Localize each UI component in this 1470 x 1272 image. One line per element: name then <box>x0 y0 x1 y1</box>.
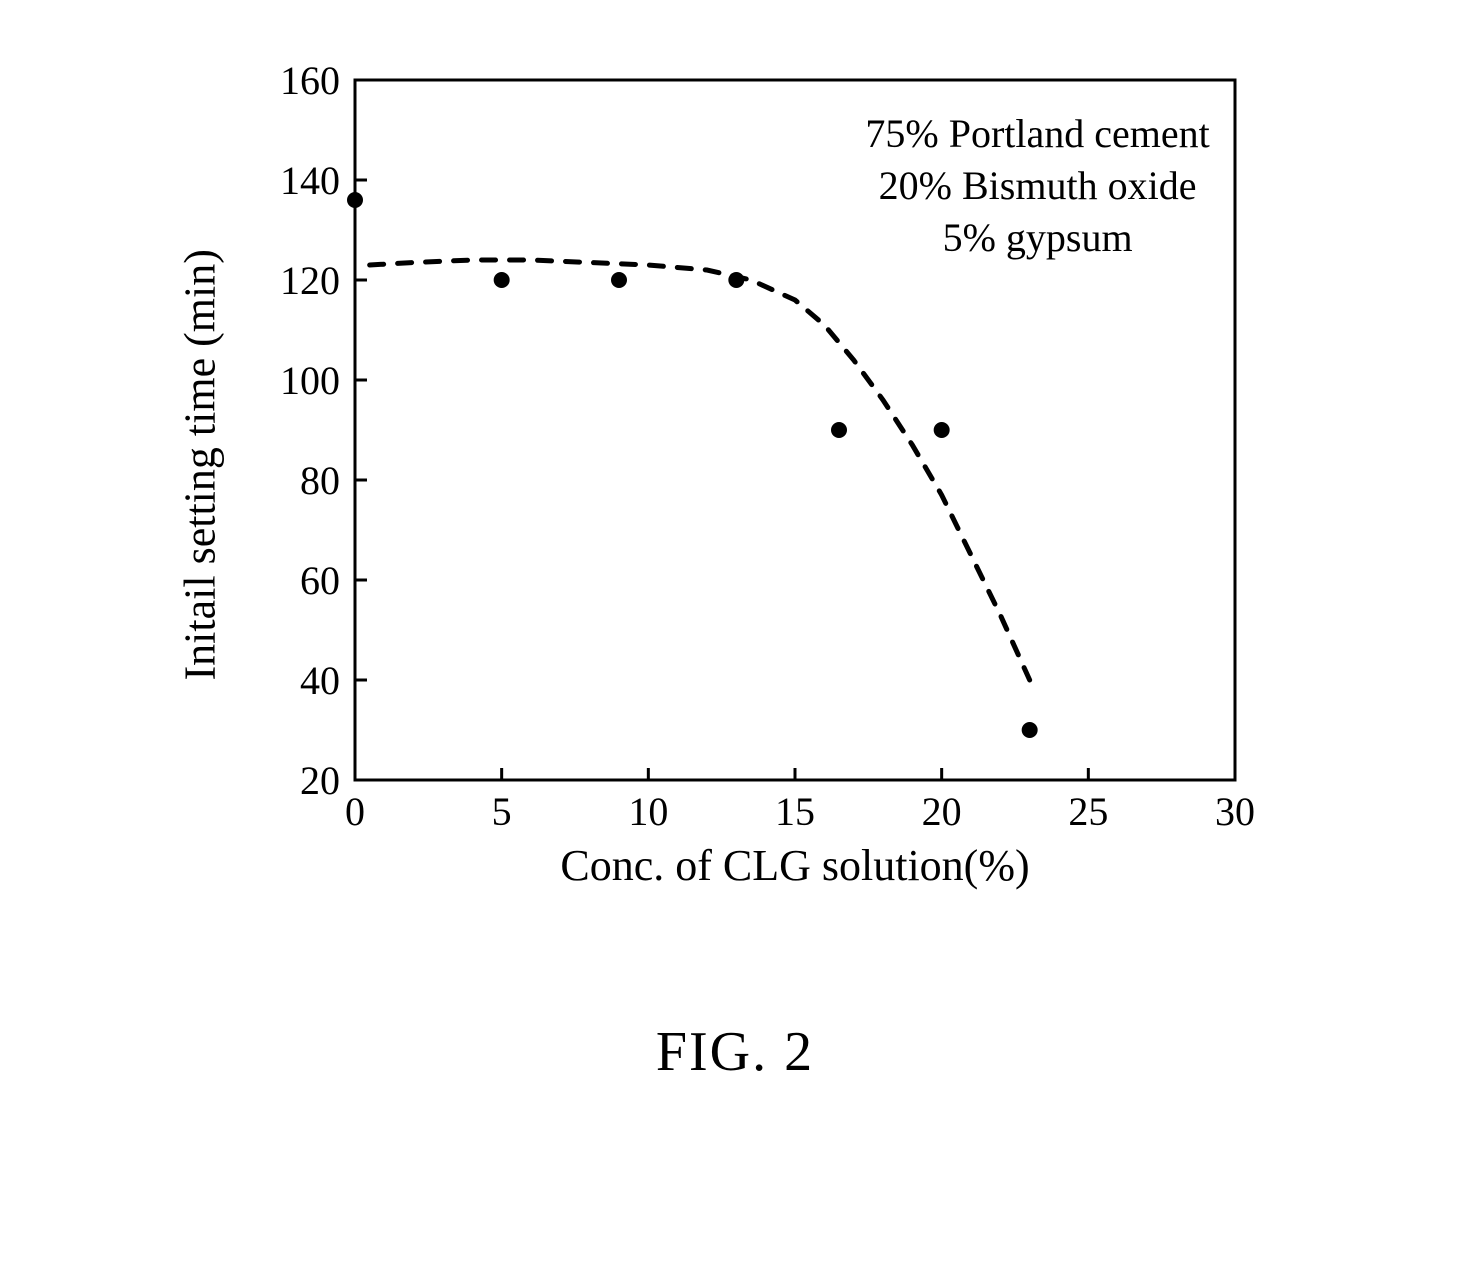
x-tick-label: 25 <box>1068 789 1108 834</box>
y-tick-label: 60 <box>300 558 340 603</box>
y-tick-label: 160 <box>280 58 340 103</box>
annotation-line: 75% Portland cement <box>865 108 1209 160</box>
y-tick-label: 140 <box>280 158 340 203</box>
data-point <box>494 272 510 288</box>
data-point <box>728 272 744 288</box>
data-point <box>831 422 847 438</box>
x-tick-label: 20 <box>922 789 962 834</box>
x-tick-label: 10 <box>628 789 668 834</box>
annotation-line: 5% gypsum <box>865 212 1209 264</box>
y-axis-label: Initail setting time (min) <box>175 181 226 681</box>
figure-container: 0 5 10 15 20 25 30 20 40 60 80 100 120 140 160 Initail… <box>40 40 1430 1084</box>
data-point <box>611 272 627 288</box>
x-tick-label: 15 <box>775 789 815 834</box>
y-tick-label: 100 <box>280 358 340 403</box>
data-point <box>1022 722 1038 738</box>
annotation-line: 20% Bismuth oxide <box>865 160 1209 212</box>
x-tick-label: 0 <box>345 789 365 834</box>
x-axis-label: Conc. of CLG solution(%) <box>535 840 1055 891</box>
figure-caption: FIG. 2 <box>40 1020 1430 1084</box>
y-tick-label: 40 <box>300 658 340 703</box>
data-point <box>934 422 950 438</box>
x-tick-label: 30 <box>1215 789 1255 834</box>
annotation-text: 75% Portland cement20% Bismuth oxide5% g… <box>865 108 1209 264</box>
y-tick-label: 120 <box>280 258 340 303</box>
chart-wrapper: 05101520253020406080100120140160 Initail… <box>185 40 1285 940</box>
y-tick-label: 20 <box>300 758 340 803</box>
y-tick-label: 80 <box>300 458 340 503</box>
data-point <box>347 192 363 208</box>
x-tick-label: 5 <box>492 789 512 834</box>
